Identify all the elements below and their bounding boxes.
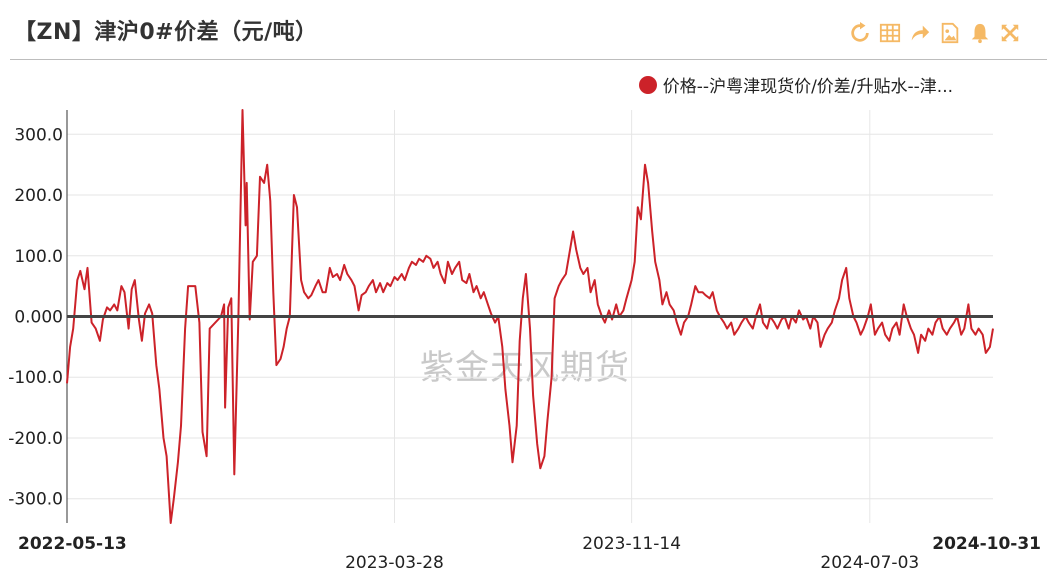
y-tick-label: 300.0: [14, 125, 63, 145]
image-icon[interactable]: [939, 22, 961, 44]
x-tick-label: 2023-11-14: [582, 534, 681, 554]
x-tick-label: 2024-10-31: [932, 534, 1041, 554]
y-tick-label: -100.0: [8, 368, 63, 388]
refresh-icon[interactable]: [849, 22, 871, 44]
y-tick-label: -300.0: [8, 490, 63, 510]
legend-label: 价格--沪粤津现货价/价差/升贴水--津...: [662, 77, 953, 97]
header-divider: [10, 59, 1047, 60]
legend-item[interactable]: 价格--沪粤津现货价/价差/升贴水--津...: [638, 72, 953, 97]
chart-toolbar: [849, 22, 1021, 44]
x-tick-label: 2024-07-03: [820, 553, 919, 573]
fullscreen-icon[interactable]: [999, 22, 1021, 44]
share-icon[interactable]: [909, 22, 931, 44]
y-tick-label: 100.0: [14, 247, 63, 267]
y-tick-label: 0.000: [14, 308, 63, 328]
chart-title: 【ZN】津沪0#价差（元/吨）: [14, 20, 318, 45]
y-tick-label: -200.0: [8, 429, 63, 449]
x-tick-label: 2022-05-13: [18, 534, 127, 554]
y-tick-label: 200.0: [14, 186, 63, 206]
chart-header: 【ZN】津沪0#价差（元/吨）: [0, 0, 1047, 60]
series-line: [66, 109, 994, 524]
x-tick-label: 2023-03-28: [345, 553, 444, 573]
table-icon[interactable]: [879, 22, 901, 44]
bell-icon[interactable]: [969, 22, 991, 44]
legend-marker: [638, 75, 657, 94]
